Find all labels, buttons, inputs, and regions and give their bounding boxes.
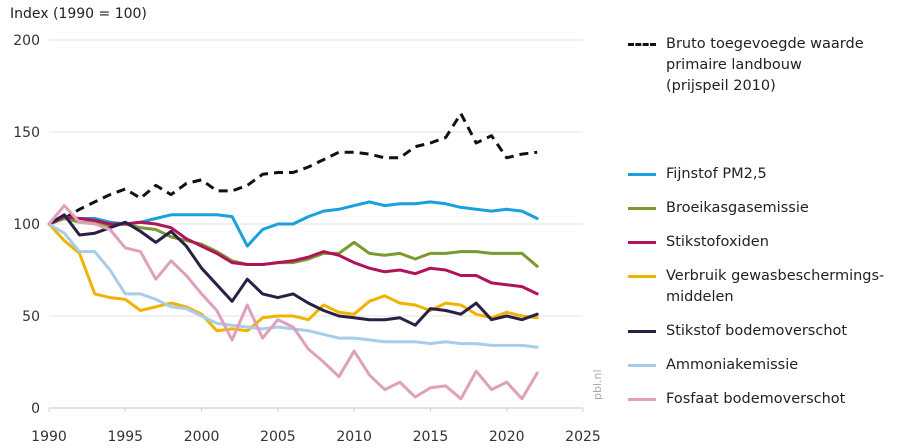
x-tick-label: 2025 (565, 429, 601, 445)
y-axis-label: Index (1990 = 100) (10, 6, 147, 22)
y-tick-label: 50 (22, 309, 40, 325)
legend-swatch (628, 207, 656, 210)
series-lines (47, 112, 539, 401)
legend-swatch (628, 241, 656, 244)
y-tick-label: 200 (13, 33, 40, 49)
x-tick-label: 2020 (489, 429, 525, 445)
series-line-7 (47, 204, 539, 401)
y-tick-label: 0 (31, 401, 40, 417)
legend-item: Bruto toegevoegde waarde primaire landbo… (628, 34, 864, 97)
legend-label: Fosfaat bodemoverschot (666, 391, 846, 407)
legend-swatch (628, 43, 656, 46)
x-tick-labels: 1990 1995 2000 2005 2010 2015 2020 2025 (31, 429, 601, 445)
x-tick-label: 1990 (31, 429, 67, 445)
legend-label: Stikstofoxiden (666, 234, 769, 250)
series-line-5 (47, 213, 539, 327)
x-tick-label: 2005 (260, 429, 296, 445)
legend-label: Stikstof bodemoverschot (666, 323, 848, 339)
series-line-0 (48, 112, 538, 226)
x-tick-label: 2000 (184, 429, 220, 445)
legend-label: Fijnstof PM2,5 (666, 166, 767, 182)
legend-item: Stikstof bodemoverschot (628, 321, 847, 342)
series-line-4 (47, 222, 539, 333)
legend-item: Verbruik gewasbeschermings- middelen (628, 266, 884, 308)
legend-label: Broeikasgasemissie (666, 200, 809, 216)
legend-label: Bruto toegevoegde waarde primaire landbo… (666, 36, 864, 94)
legend-label: Ammoniakemissie (666, 357, 799, 373)
legend-swatch (628, 330, 656, 333)
legend-item: Ammoniakemissie (628, 355, 798, 376)
legend-swatch (628, 364, 656, 367)
x-tick-label: 1995 (107, 429, 143, 445)
x-tick-label: 2010 (336, 429, 372, 445)
legend-item: Fijnstof PM2,5 (628, 164, 767, 185)
y-tick-labels: 0 50 100 150 200 (13, 33, 40, 417)
y-tick-label: 150 (13, 125, 40, 141)
credit-label: pbl.nl (591, 369, 604, 400)
x-tick-label: 2015 (413, 429, 449, 445)
legend-swatch (628, 275, 656, 278)
legend-swatch (628, 173, 656, 176)
legend-label: Verbruik gewasbeschermings- middelen (666, 268, 885, 305)
legend-item: Fosfaat bodemoverschot (628, 389, 845, 410)
legend-item: Stikstofoxiden (628, 232, 769, 253)
legend-swatch (628, 398, 656, 401)
y-tick-label: 100 (13, 217, 40, 233)
series-line-3 (47, 215, 539, 296)
legend-item: Broeikasgasemissie (628, 198, 809, 219)
